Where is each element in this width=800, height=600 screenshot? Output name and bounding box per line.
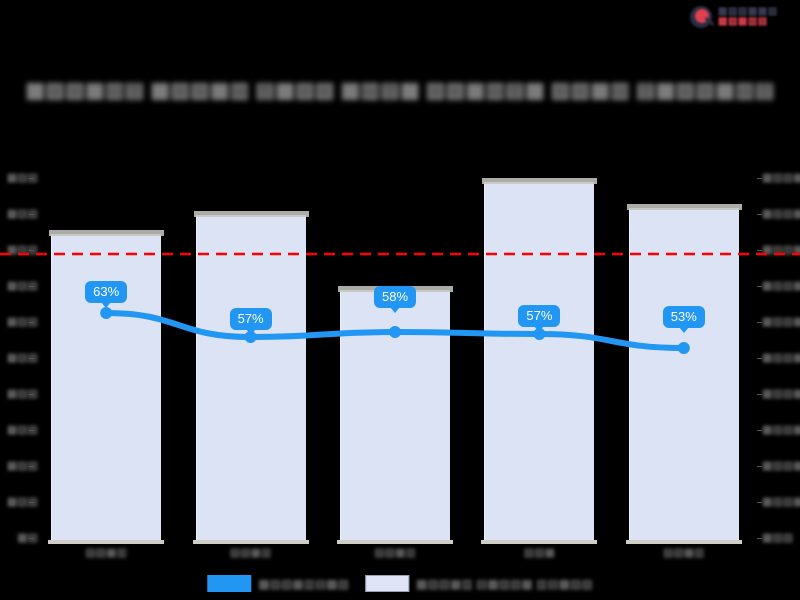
right-axis-tick-1: ▩▨▧▦ <box>762 172 800 184</box>
data-label-pointer <box>101 302 112 308</box>
left-axis-tick-2: ▩▨▧ <box>6 208 38 220</box>
bar-5 <box>626 204 742 540</box>
chart-legend: ▩▨▧▦▥▤▩▨ ▩▨▧▦▥ ▤▩▨▧▦ ▥▤▩▨▧ <box>201 572 599 595</box>
data-label-pointer <box>245 329 256 335</box>
right-axis-tickmark-3 <box>757 250 762 251</box>
legend-item-2[interactable]: ▩▨▧▦▥ ▤▩▨▧▦ ▥▤▩▨▧ <box>364 575 593 592</box>
legend-label-2: ▩▨▧▦▥ ▤▩▨▧▦ ▥▤▩▨▧ <box>415 576 593 591</box>
line-marker-1 <box>100 307 113 319</box>
right-axis-tickmark-1 <box>757 178 762 179</box>
right-axis-tick-7: ▩▨▧▦ <box>762 388 800 400</box>
x-axis-label-1: ▨▧▦▥ <box>85 547 127 559</box>
left-axis-tickmark-8 <box>29 430 34 431</box>
bar-4 <box>482 178 598 540</box>
left-axis-tick-1: ▩▨▧ <box>6 172 38 184</box>
right-axis-tick-11: ▩▨▧ <box>762 532 794 544</box>
legend-label-1: ▩▨▧▦▥▤▩▨ <box>258 576 349 591</box>
x-axis-label-3: ▨▧▦▥ <box>374 547 416 559</box>
brand-logo-text: ▩▨▧▩▦▥ ▩▧▦▥▤ <box>718 5 778 27</box>
left-axis-tickmark-6 <box>29 358 34 359</box>
brand-logo-line1: ▩▨▧▩▦▥ <box>718 5 778 17</box>
left-axis-tick-8: ▩▨▧ <box>6 424 38 436</box>
data-label-1: 63% <box>85 281 128 308</box>
right-axis-tickmark-5 <box>757 322 762 323</box>
x-axis-label-4: ▨▧▦ <box>523 547 555 559</box>
left-axis-tickmark-4 <box>29 286 34 287</box>
data-label-pointer <box>534 326 545 332</box>
brand-logo-line2: ▩▧▦▥▤ <box>718 16 768 27</box>
bar-base-1 <box>48 540 165 544</box>
right-axis-tick-3: ▩▨▧▦ <box>762 244 800 256</box>
legend-item-1[interactable]: ▩▨▧▦▥▤▩▨ <box>207 575 349 592</box>
left-axis-tick-7: ▩▨▧ <box>6 388 38 400</box>
left-axis-tick-5: ▩▨▧ <box>6 316 38 328</box>
left-axis-tickmark-2 <box>29 214 34 215</box>
data-label-pointer <box>390 307 400 313</box>
left-axis-tick-3: ▩▨▧ <box>6 244 38 256</box>
right-axis-tickmark-2 <box>757 214 762 215</box>
bar-2 <box>193 211 309 540</box>
right-axis-tickmark-8 <box>757 430 762 431</box>
brand-logo-icon <box>688 4 715 30</box>
left-axis-tick-11: ▩▨ <box>17 532 38 544</box>
right-axis-tickmark-10 <box>757 502 762 503</box>
right-axis-tickmark-11 <box>757 538 762 539</box>
left-axis-tick-6: ▩▨▧ <box>6 352 38 364</box>
chart-title: ▩▨▧▦▥▤ ▩▨▧▦▥ ▤▩▨▧ ▦▥▤▩ ▨▧▦▥▤▩ ▨▧▦▥ ▤▩▨▧▦… <box>25 79 775 102</box>
right-axis-tick-10: ▩▨▧▦ <box>762 496 800 508</box>
right-axis-tick-4: ▩▨▧▦ <box>762 280 800 292</box>
bar-base-3 <box>337 540 453 544</box>
line-marker-3 <box>389 326 401 338</box>
left-axis-tickmark-11 <box>29 538 34 539</box>
data-label-4: 57% <box>518 305 561 332</box>
left-axis-tickmark-9 <box>29 466 34 467</box>
left-axis-tickmark-7 <box>29 394 34 395</box>
left-axis-tick-4: ▩▨▧ <box>6 280 38 292</box>
left-axis-tickmark-10 <box>29 502 34 503</box>
right-axis-tickmark-6 <box>757 358 762 359</box>
left-axis-tickmark-5 <box>29 322 34 323</box>
left-axis-tickmark-3 <box>29 250 34 251</box>
bar-base-4 <box>481 540 598 544</box>
right-axis-tick-5: ▩▨▧▦ <box>762 316 800 328</box>
legend-swatch-bars-icon <box>364 575 409 592</box>
x-axis-label-2: ▨▧▦▥ <box>229 547 272 559</box>
right-axis-tick-2: ▩▨▧▦ <box>762 208 800 220</box>
data-label-2: 57% <box>229 308 272 335</box>
legend-swatch-line-icon <box>207 575 252 592</box>
right-axis-tick-9: ▩▨▧▦ <box>762 460 800 472</box>
plot-area <box>0 176 800 544</box>
bar-base-2 <box>192 540 309 544</box>
right-axis-tickmark-9 <box>757 466 762 467</box>
bar-base-5 <box>625 540 742 544</box>
left-axis-tick-9: ▩▨▧ <box>6 460 38 472</box>
line-marker-5 <box>677 342 690 354</box>
data-label-3: 58% <box>373 286 417 313</box>
right-axis-tickmark-4 <box>757 286 762 287</box>
right-axis-tick-6: ▩▨▧▦ <box>762 352 800 364</box>
data-label-5: 53% <box>662 306 705 333</box>
left-axis-tick-10: ▩▨▧ <box>6 496 38 508</box>
right-axis-tick-8: ▩▨▧▦ <box>762 424 800 436</box>
right-axis-tickmark-7 <box>757 394 762 395</box>
brand-logo: ▩▨▧▩▦▥ ▩▧▦▥▤ <box>688 2 792 32</box>
x-axis-label-5: ▨▧▦▥ <box>663 547 705 559</box>
data-label-pointer <box>678 327 689 333</box>
line-series <box>0 252 800 354</box>
left-axis-tickmark-1 <box>29 178 34 179</box>
